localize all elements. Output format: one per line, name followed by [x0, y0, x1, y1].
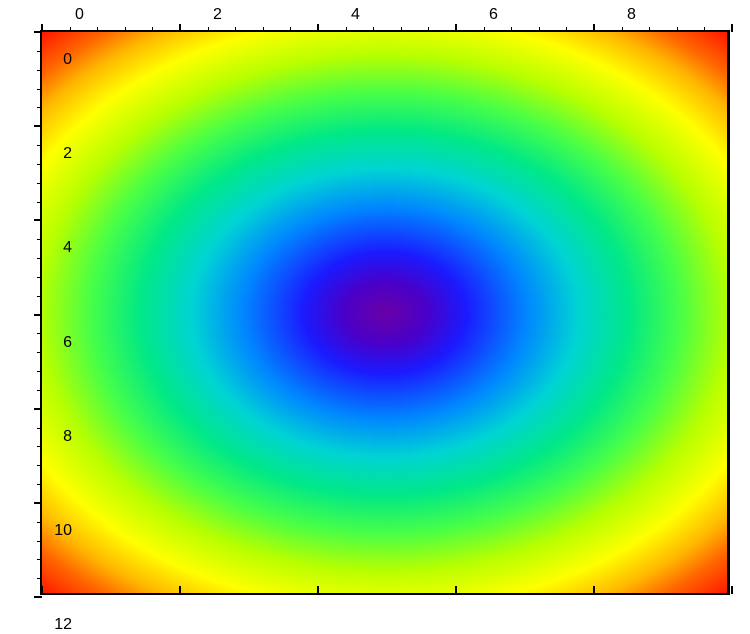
axis-tick [37, 484, 42, 485]
axis-tick [34, 31, 42, 33]
y-tick-label: 4 [48, 239, 72, 257]
y-tick-label: 0 [48, 51, 72, 69]
axis-tick [37, 89, 42, 90]
axis-tick [34, 125, 42, 127]
axis-tick [593, 24, 595, 32]
axis-tick [37, 70, 42, 71]
axis-tick [37, 522, 42, 523]
axis-tick [37, 541, 42, 542]
axis-tick [34, 314, 42, 316]
x-tick-label: 6 [489, 6, 498, 24]
axis-tick [37, 202, 42, 203]
axis-tick [37, 352, 42, 353]
y-tick-label: 2 [48, 145, 72, 163]
axis-tick [511, 27, 512, 32]
x-tick-label: 0 [75, 6, 84, 24]
axis-tick [290, 27, 291, 32]
axis-tick [37, 277, 42, 278]
y-tick-label: 12 [48, 616, 72, 634]
y-tick-label: 6 [48, 334, 72, 352]
axis-tick [566, 27, 567, 32]
axis-tick [373, 27, 374, 32]
axis-tick [37, 258, 42, 259]
axis-tick [37, 239, 42, 240]
axis-tick [649, 27, 650, 32]
axis-tick [152, 27, 153, 32]
axis-tick [455, 24, 457, 32]
axis-tick [428, 27, 429, 32]
axis-tick [97, 27, 98, 32]
heatmap-canvas [42, 32, 727, 593]
axis-tick [731, 586, 733, 594]
y-tick-label: 10 [48, 522, 72, 540]
axis-tick [37, 371, 42, 372]
axis-tick [179, 24, 181, 32]
axis-tick [34, 219, 42, 221]
axis-tick [346, 27, 347, 32]
axis-tick [70, 27, 71, 32]
axis-tick [539, 27, 540, 32]
axis-tick [34, 596, 42, 598]
axis-tick [37, 107, 42, 108]
plot-area [40, 30, 730, 595]
axis-tick [401, 27, 402, 32]
axis-tick [455, 586, 457, 594]
axis-tick [34, 502, 42, 504]
axis-tick [704, 27, 705, 32]
axis-tick [179, 586, 181, 594]
axis-tick [37, 465, 42, 466]
axis-tick [37, 390, 42, 391]
axis-tick [34, 408, 42, 410]
axis-tick [37, 164, 42, 165]
axis-tick [37, 446, 42, 447]
x-tick-label: 8 [627, 6, 636, 24]
axis-tick [317, 24, 319, 32]
chart-container: 0246810 024681012 [40, 30, 730, 595]
x-tick-label: 2 [213, 6, 222, 24]
axis-tick [622, 27, 623, 32]
axis-tick [37, 333, 42, 334]
axis-tick [593, 586, 595, 594]
axis-tick [41, 586, 43, 594]
axis-tick [37, 51, 42, 52]
axis-tick [37, 296, 42, 297]
axis-tick [37, 428, 42, 429]
axis-tick [37, 145, 42, 146]
axis-tick [263, 27, 264, 32]
y-tick-label: 8 [48, 428, 72, 446]
axis-tick [317, 586, 319, 594]
axis-tick [208, 27, 209, 32]
axis-tick [731, 24, 733, 32]
axis-tick [235, 27, 236, 32]
axis-tick [677, 27, 678, 32]
axis-tick [484, 27, 485, 32]
axis-tick [125, 27, 126, 32]
axis-tick [37, 559, 42, 560]
axis-tick [37, 183, 42, 184]
x-tick-label: 4 [351, 6, 360, 24]
axis-tick [37, 578, 42, 579]
